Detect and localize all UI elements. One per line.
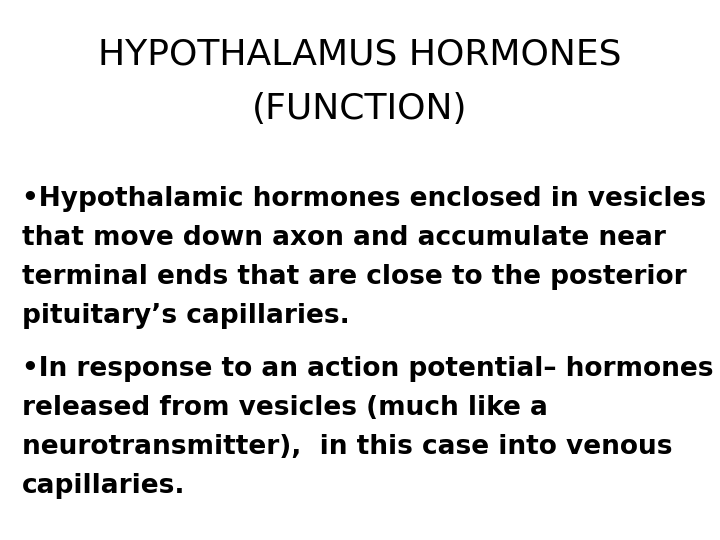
Text: capillaries.: capillaries. xyxy=(22,473,185,499)
Text: HYPOTHALAMUS HORMONES: HYPOTHALAMUS HORMONES xyxy=(98,38,622,72)
Text: (FUNCTION): (FUNCTION) xyxy=(252,92,468,126)
Text: released from vesicles (much like a: released from vesicles (much like a xyxy=(22,395,547,421)
Text: •In response to an action potential– hormones are: •In response to an action potential– hor… xyxy=(22,356,720,382)
Text: terminal ends that are close to the posterior: terminal ends that are close to the post… xyxy=(22,264,686,290)
Text: pituitary’s capillaries.: pituitary’s capillaries. xyxy=(22,303,349,329)
Text: •Hypothalamic hormones enclosed in vesicles: •Hypothalamic hormones enclosed in vesic… xyxy=(22,186,706,212)
Text: neurotransmitter),  in this case into venous: neurotransmitter), in this case into ven… xyxy=(22,434,672,460)
Text: that move down axon and accumulate near: that move down axon and accumulate near xyxy=(22,225,665,251)
